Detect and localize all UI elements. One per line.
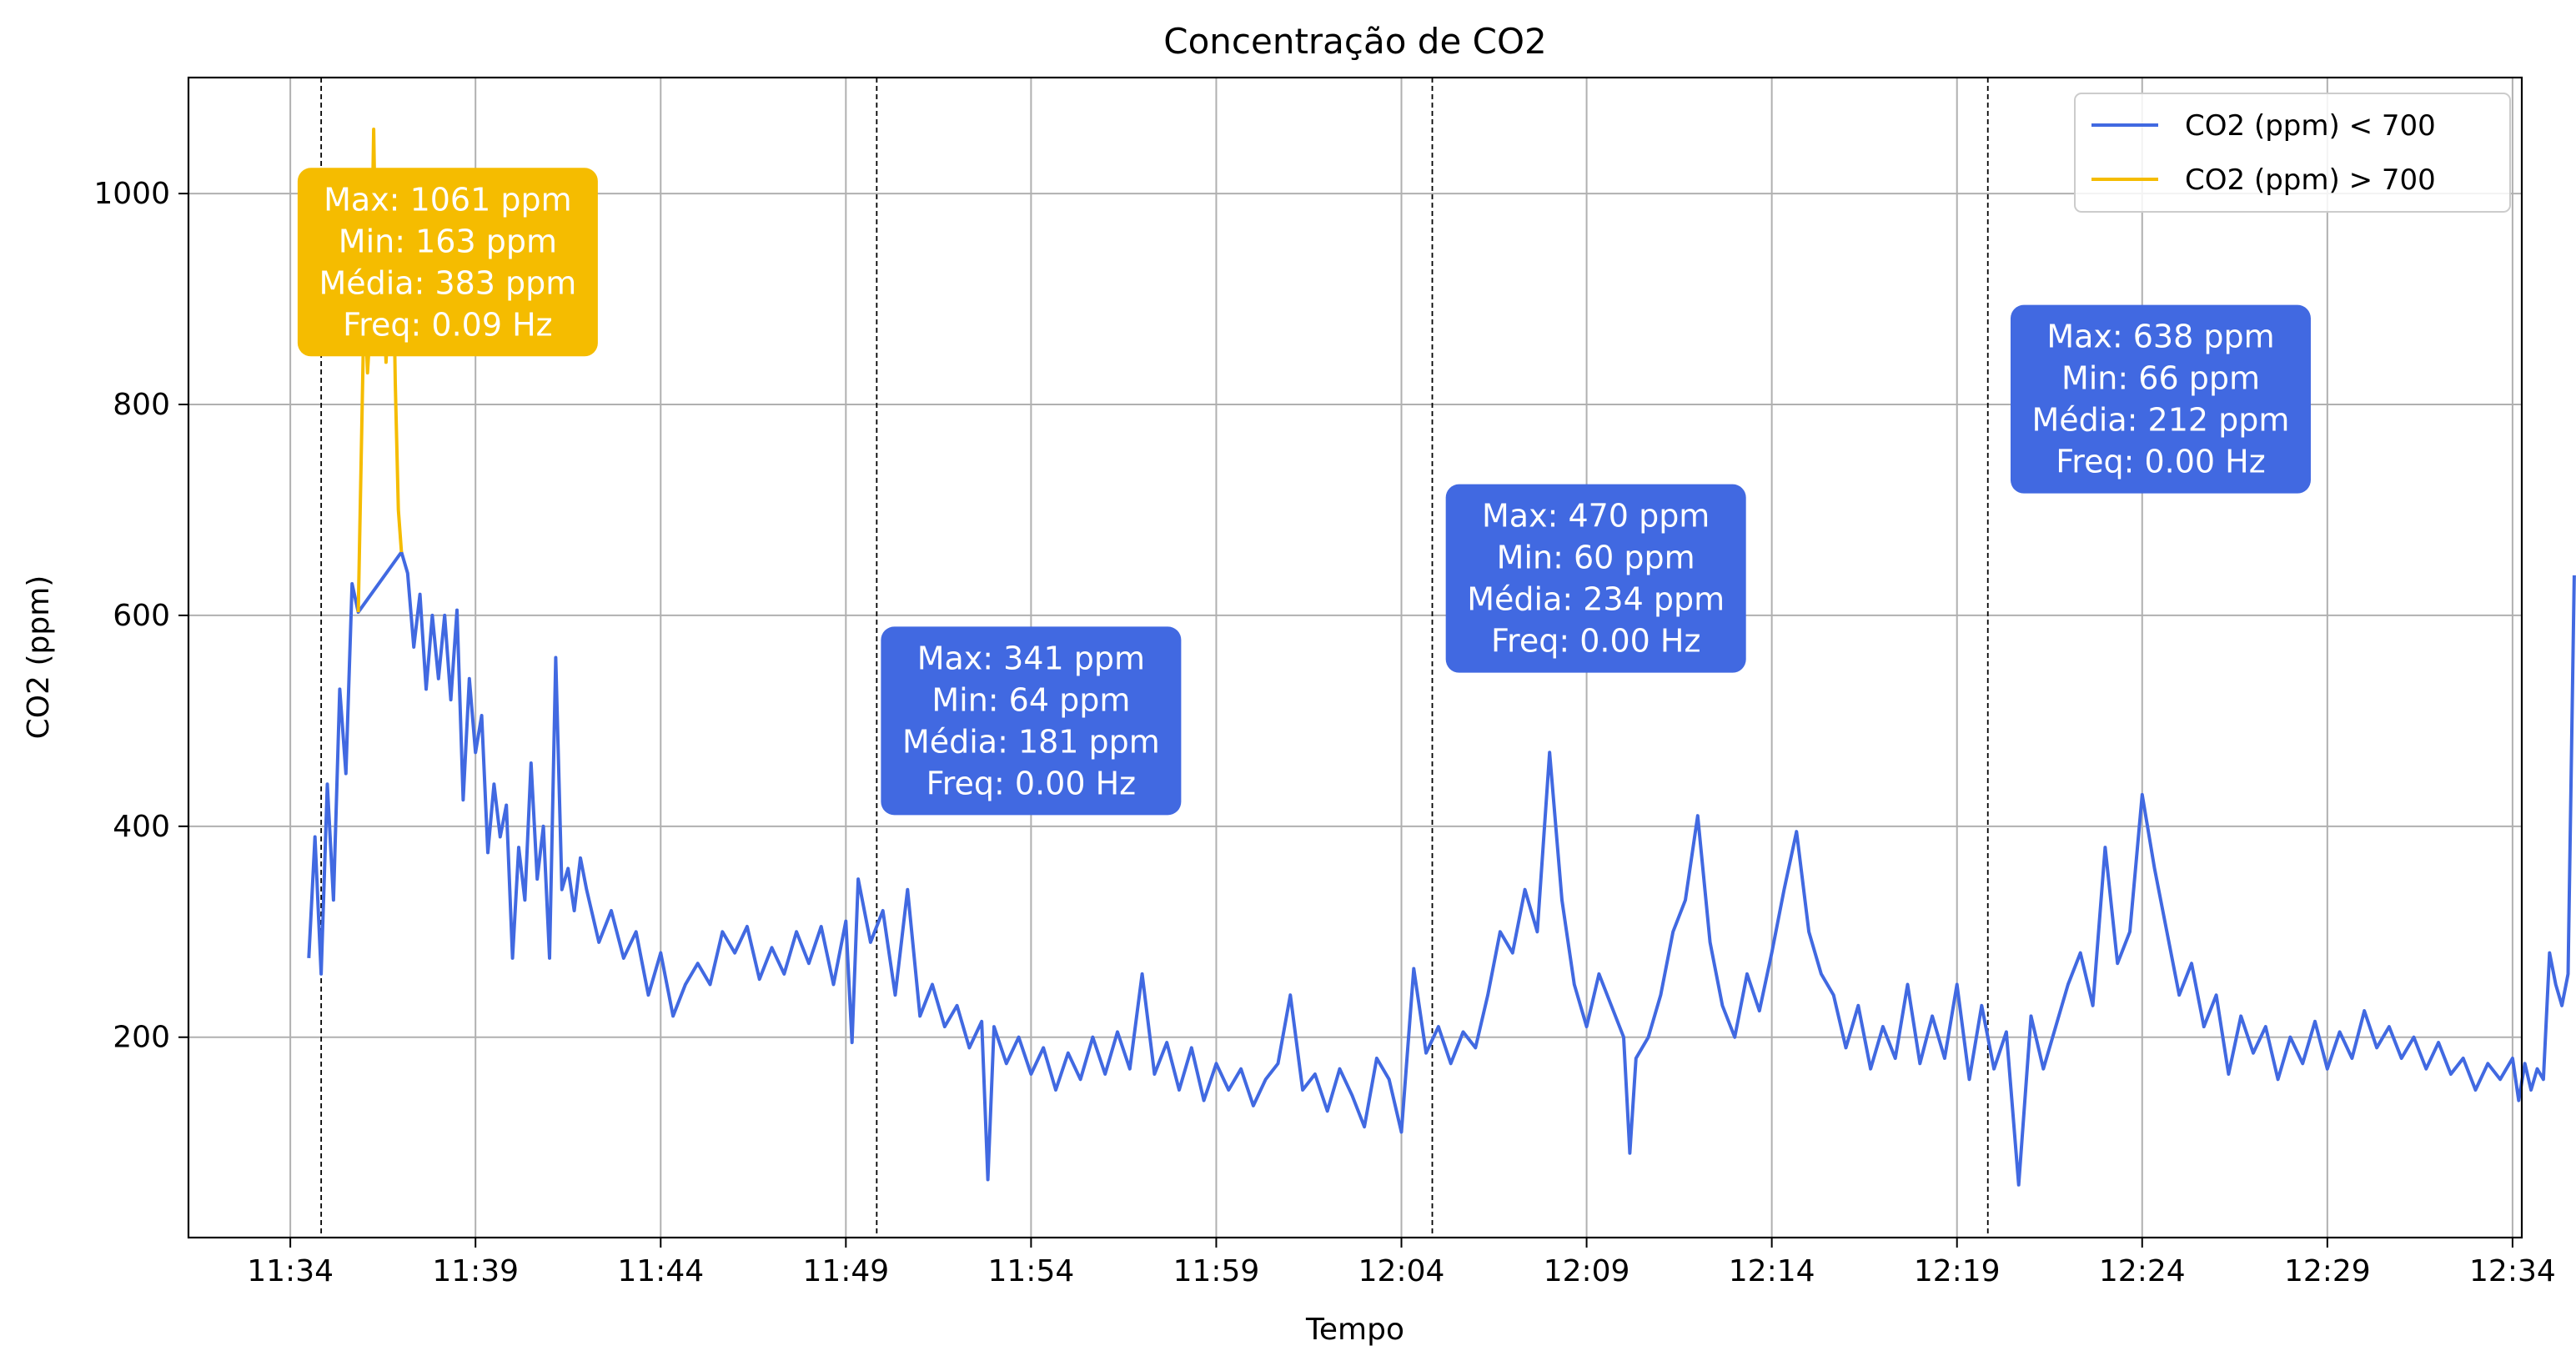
plot-frame bbox=[187, 76, 2523, 1239]
stats-box bbox=[297, 168, 598, 357]
legend-box bbox=[2074, 93, 2511, 213]
stats-annotation: Max: 341 ppm Min: 64 ppm Média: 181 ppm Fre… bbox=[881, 626, 1182, 816]
stats-line: Min: 60 ppm bbox=[1497, 540, 1695, 576]
x-axis-label: Tempo bbox=[1305, 1313, 1404, 1347]
chart-title: Concentração de CO2 bbox=[1163, 21, 1547, 62]
stats-annotation: Max: 1061 ppm Min: 163 ppm Média: 383 ppm F… bbox=[297, 168, 598, 357]
legend-label-high: CO2 (ppm) > 700 bbox=[2185, 163, 2436, 197]
stats-line: Min: 64 ppm bbox=[931, 681, 1130, 718]
x-tick-label: 12:24 bbox=[2099, 1254, 2186, 1288]
legend: CO2 (ppm) < 700 CO2 (ppm) > 700 bbox=[2074, 93, 2511, 213]
stats-line: Freq: 0.00 Hz bbox=[2056, 444, 2265, 480]
x-tick-label: 11:34 bbox=[247, 1254, 334, 1288]
stats-line: Max: 341 ppm bbox=[917, 640, 1145, 676]
stats-box bbox=[1445, 484, 1746, 673]
x-tick-label: 11:59 bbox=[1173, 1254, 1260, 1288]
legend-label-low: CO2 (ppm) < 700 bbox=[2185, 109, 2436, 143]
stats-annotation: Max: 470 ppm Min: 60 ppm Média: 234 ppm Fre… bbox=[1445, 484, 1746, 673]
stats-line: Média: 181 ppm bbox=[902, 723, 1160, 760]
stats-box bbox=[881, 626, 1182, 816]
stats-annotation: Max: 638 ppm Min: 66 ppm Média: 212 ppm Fre… bbox=[2010, 304, 2311, 494]
grid bbox=[188, 78, 2522, 1238]
stats-line: Média: 383 ppm bbox=[319, 264, 576, 301]
stats-line: Max: 470 ppm bbox=[1482, 498, 1710, 535]
x-tick-label: 12:19 bbox=[1914, 1254, 2001, 1288]
x-tick-label: 11:49 bbox=[802, 1254, 889, 1288]
x-tick-label: 12:04 bbox=[1358, 1254, 1445, 1288]
stats-box bbox=[2010, 304, 2311, 494]
y-tick-label: 400 bbox=[113, 810, 170, 844]
x-tick-label: 12:29 bbox=[2284, 1254, 2371, 1288]
y-tick-label: 600 bbox=[113, 599, 170, 633]
y-axis: 200 400 600 800 1000 bbox=[93, 177, 188, 1055]
stats-line: Média: 212 ppm bbox=[2032, 402, 2290, 439]
y-tick-label: 1000 bbox=[93, 177, 170, 211]
x-tick-label: 11:44 bbox=[617, 1254, 704, 1288]
stats-line: Max: 638 ppm bbox=[2046, 319, 2274, 355]
x-tick-label: 12:34 bbox=[2469, 1254, 2556, 1288]
stats-line: Min: 66 ppm bbox=[2061, 360, 2260, 397]
x-tick-label: 12:09 bbox=[1544, 1254, 1630, 1288]
x-tick-label: 11:39 bbox=[432, 1254, 519, 1288]
stats-line: Max: 1061 ppm bbox=[324, 181, 572, 218]
x-tick-label: 12:14 bbox=[1729, 1254, 1815, 1288]
stats-line: Freq: 0.00 Hz bbox=[1491, 623, 1700, 660]
annotations: Max: 1061 ppm Min: 163 ppm Média: 383 ppm F… bbox=[297, 168, 2311, 816]
stats-line: Min: 163 ppm bbox=[339, 223, 557, 259]
stats-line: Média: 234 ppm bbox=[1467, 581, 1725, 618]
y-tick-label: 200 bbox=[113, 1021, 170, 1055]
x-tick-label: 11:54 bbox=[988, 1254, 1075, 1288]
x-axis: 11:34 11:39 11:44 11:49 11:54 11:59 12:04 12:09… bbox=[247, 1238, 2556, 1288]
y-tick-label: 800 bbox=[113, 388, 170, 422]
series-line-0 bbox=[307, 550, 2576, 1187]
stats-line: Freq: 0.09 Hz bbox=[343, 306, 552, 343]
stats-line: Freq: 0.00 Hz bbox=[926, 765, 1136, 801]
y-axis-label: CO2 (ppm) bbox=[22, 575, 56, 740]
